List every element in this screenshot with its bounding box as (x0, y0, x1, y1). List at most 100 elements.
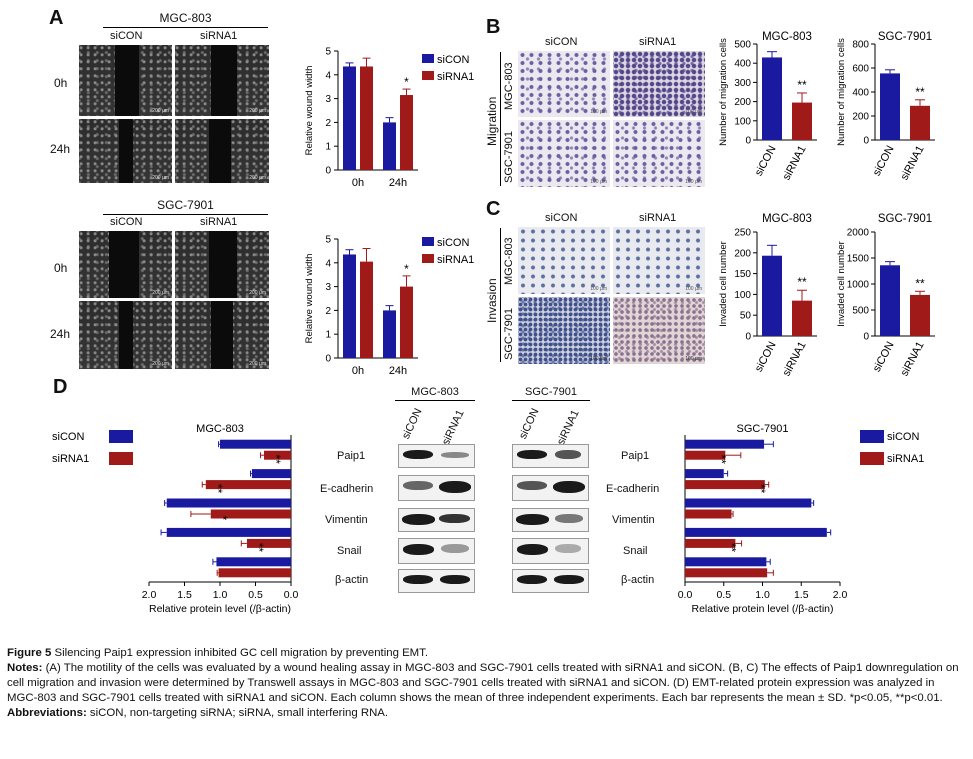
y-tick-label: 0 (325, 166, 331, 177)
y-tick-label: 0 (325, 354, 331, 365)
bar-sirna1-snail (246, 538, 291, 548)
y-tick-label: 500 (734, 40, 751, 51)
chart-title: SGC-7901 (737, 423, 789, 435)
bar-sirna1-0h (360, 261, 373, 358)
y-tick-label: 0 (745, 136, 751, 147)
a-bottom-row-24h: 24h (50, 327, 71, 341)
y-tick-label: 400 (852, 88, 869, 99)
bar-sirna1-e-cadherin (205, 480, 291, 490)
chart-title: SGC-7901 (878, 31, 932, 43)
c-cond1: siCON (545, 212, 578, 224)
x-axis-label: Relative protein level (/β-actin) (691, 603, 833, 615)
a-top-row-24h: 24h (50, 142, 71, 156)
panel-label-c: C (486, 198, 501, 220)
b-side-label: Migration (485, 96, 499, 146)
transwell-migration-sgc-sirna: 100 µm (612, 119, 706, 188)
a-top-cond1: siCON (110, 30, 143, 42)
bar-sirna1-paip1 (264, 450, 291, 460)
transwell-migration-mgc-sirna: 100 µm (612, 50, 706, 118)
bar-sicon-24h (383, 122, 396, 170)
bar-sicon--actin (216, 557, 291, 567)
a-top-header-rule (103, 27, 268, 28)
blot-sgc-ecadherin (512, 475, 589, 501)
x-tick-label: siCON (871, 340, 897, 374)
wound-image-sgc-sirna-24h: 200 µm (174, 300, 270, 370)
transwell-invasion-mgc-sirna: 100 µm (612, 226, 706, 295)
y-tick-label: 3 (325, 94, 331, 105)
y-tick-label: 1000 (847, 280, 870, 291)
a-bottom-header-rule (103, 214, 268, 215)
caption-abbreviations: Abbreviations: siCON, non-targeting siRN… (7, 707, 389, 719)
blot-mgc-paip1 (398, 444, 475, 468)
figure-caption: Figure 5 Silencing Paip1 expression inhi… (7, 646, 965, 721)
x-tick-label: 1.5 (177, 589, 192, 601)
chart-b-sgc: SGC-7901 0 200 400 600 800 Number of migration… (836, 31, 935, 182)
significance-mark: ** (797, 78, 807, 92)
y-tick-label: 600 (852, 64, 869, 75)
bar-sicon (762, 255, 782, 336)
chart-title: MGC-803 (196, 423, 244, 435)
blot-label-right-ecadherin: E-cadherin (606, 483, 660, 495)
y-tick-label: 2 (325, 118, 331, 129)
legend-label-sirna1: siRNA1 (437, 71, 474, 83)
y-tick-label: 3 (325, 282, 331, 293)
c-cond2: siRNA1 (639, 212, 677, 224)
legend-swatch-sicon (422, 54, 434, 63)
chart-a-top: 0 1 2 3 4 5 Relative wound width 0h 24h * siCON siR… (304, 47, 474, 189)
y-axis-label: Invaded cell number (718, 241, 729, 327)
chart-title: MGC-803 (762, 213, 812, 225)
legend-label-sirna1: siRNA1 (887, 453, 924, 465)
bar-sirna1 (792, 300, 812, 336)
a-top-cond2: siRNA1 (200, 30, 238, 42)
significance-mark: ** (754, 484, 768, 494)
legend-label-sirna1: siRNA1 (437, 254, 474, 266)
y-tick-label: 200 (852, 112, 869, 123)
transwell-migration-mgc-sicon: 100 µm (517, 50, 611, 118)
blot-label-right-snail: Snail (623, 545, 648, 557)
bar-sicon-e-cadherin (685, 469, 724, 479)
y-tick-label: 200 (734, 97, 751, 108)
c-side-rule (500, 228, 501, 362)
significance-mark: ** (724, 543, 738, 553)
transwell-invasion-sgc-sicon: 100 µm (517, 296, 611, 365)
y-tick-label: 1 (325, 142, 331, 153)
legend-swatch-sirna1 (860, 452, 884, 465)
y-tick-label: 0 (863, 136, 869, 147)
bar-sirna1 (910, 294, 930, 336)
wound-image-sgc-sicon-24h: 200 µm (78, 300, 173, 370)
legend-swatch-sirna1 (109, 452, 133, 465)
blot-label-vimentin: Vimentin (325, 514, 368, 526)
legend-swatch-sicon (860, 430, 884, 443)
significance-mark: * (404, 262, 409, 276)
c-side-label: Invasion (485, 278, 499, 323)
x-tick-label: siCON (753, 144, 779, 178)
y-axis-label: Number of migration cells (718, 38, 729, 146)
y-tick-label: 200 (734, 248, 751, 259)
bar-sicon-paip1 (220, 439, 291, 449)
panel-label-b: B (486, 16, 501, 38)
wound-image-mgc-sirna-0h: 200 µm (174, 44, 270, 117)
bar-sirna1-0h (360, 66, 373, 170)
blot-label-right-vimentin: Vimentin (612, 514, 655, 526)
transwell-invasion-mgc-sicon: 100 µm (517, 226, 611, 295)
y-tick-label: 2 (325, 306, 331, 317)
caption-title: Figure 5 Silencing Paip1 expression inhi… (7, 647, 429, 659)
b-cond2: siRNA1 (639, 36, 677, 48)
x-tick-label: 1.0 (755, 589, 770, 601)
y-tick-label: 300 (734, 78, 751, 89)
y-tick-label: 1 (325, 330, 331, 341)
blot-title-mgc-rule (395, 400, 475, 401)
bar-sicon (880, 73, 900, 140)
a-bottom-row-0h: 0h (54, 261, 68, 275)
legend-label-sirna1: siRNA1 (52, 453, 89, 465)
x-tick-label: 0h (352, 177, 364, 188)
blot-sgc-snail (512, 538, 589, 564)
blot-sgc-vimentin (512, 508, 589, 532)
bar-sirna1-vimentin (210, 509, 291, 519)
wound-image-mgc-sicon-24h: 200 µm (78, 118, 173, 184)
y-tick-label: 0 (863, 332, 869, 343)
blot-title-sgc: SGC-7901 (525, 386, 577, 398)
b-row-mgc: MGC-803 (503, 62, 515, 110)
